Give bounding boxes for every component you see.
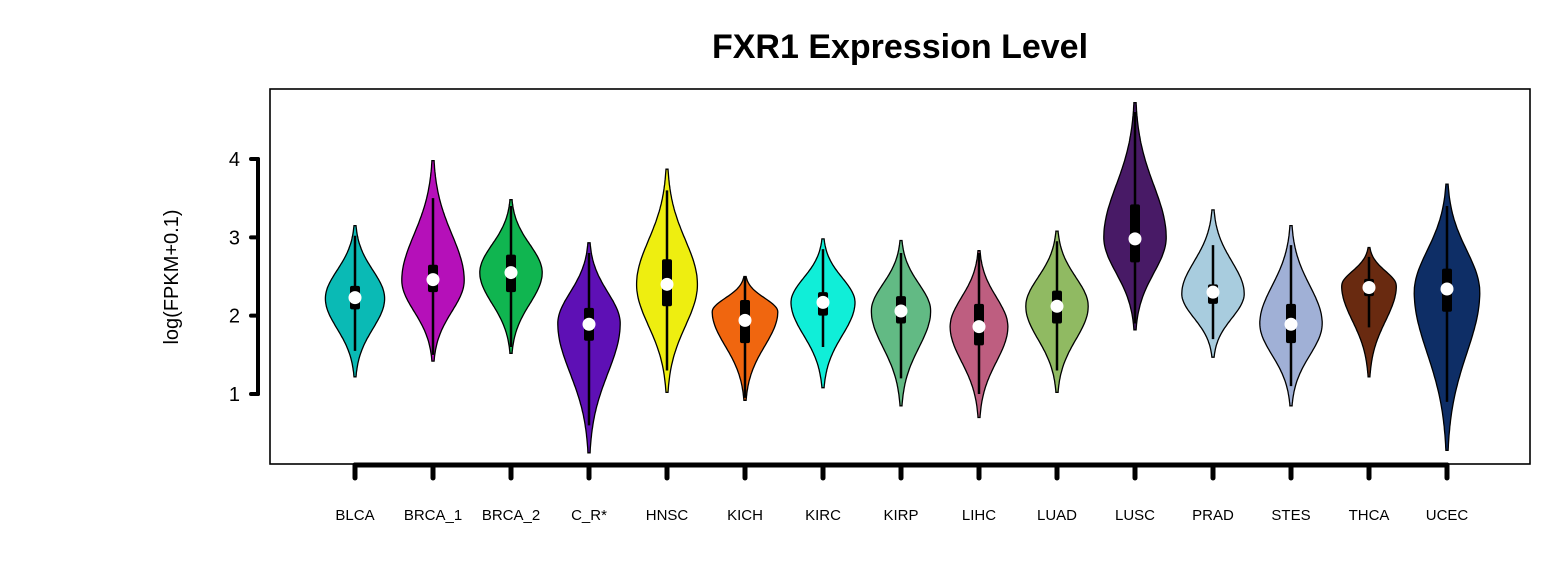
x-tick-label: C_R*: [571, 507, 607, 524]
chart-title: FXR1 Expression Level: [712, 28, 1088, 66]
violin-median-dot: [504, 266, 518, 280]
violin-STES: [1259, 224, 1323, 407]
x-tick-label: PRAD: [1192, 507, 1234, 524]
violin-C_R*: [557, 242, 621, 454]
violin-median-dot: [426, 273, 440, 287]
x-tick-label: KICH: [727, 507, 763, 524]
x-tick-label: KIRP: [883, 507, 918, 524]
y-tick-label: 1: [229, 384, 240, 406]
y-tick-label: 2: [229, 306, 240, 328]
violin-PRAD: [1181, 209, 1245, 358]
x-tick-label: BRCA_1: [404, 507, 462, 524]
x-axis: BLCA BRCA_1 BRCA_2 C_R* HNSC KICH KIRC KIRP LIHC…: [335, 462, 1469, 524]
violin-median-dot: [1440, 282, 1454, 296]
x-tick-label: KIRC: [805, 507, 841, 524]
x-tick-label: LUAD: [1037, 507, 1077, 524]
x-tick-label: THCA: [1349, 507, 1390, 524]
x-tick-label: STES: [1271, 507, 1310, 524]
x-tick-label: LIHC: [962, 507, 996, 524]
violin-KICH: [711, 275, 779, 401]
x-tick-label: UCEC: [1426, 507, 1469, 524]
violin-BRCA_1: [401, 159, 465, 362]
violin-LIHC: [949, 250, 1009, 419]
y-tick-label: 4: [229, 149, 240, 171]
violin-LUSC: [1103, 101, 1167, 331]
violin-median-dot: [738, 313, 752, 327]
violin-median-dot: [1362, 280, 1376, 294]
x-tick-label: HNSC: [646, 507, 689, 524]
violin-median-dot: [972, 320, 986, 334]
violin-median-dot: [894, 304, 908, 318]
y-axis: 1 2 3 4: [229, 149, 260, 406]
violin-BRCA_2: [479, 199, 543, 354]
violin-median-dot: [348, 291, 362, 305]
violins-layer: [324, 101, 1481, 454]
violin-median-dot: [1206, 285, 1220, 299]
violin-median-dot: [660, 277, 674, 291]
violin-UCEC: [1413, 183, 1481, 452]
y-tick-label: 3: [229, 227, 240, 249]
violin-KIRP: [870, 239, 932, 407]
violin-median-dot: [816, 295, 830, 309]
violin-median-dot: [582, 317, 596, 331]
violin-median-dot: [1050, 299, 1064, 313]
violin-LUAD: [1025, 230, 1089, 394]
violin-median-dot: [1284, 317, 1298, 331]
x-tick-label: LUSC: [1115, 507, 1155, 524]
violin-HNSC: [635, 168, 699, 394]
x-tick-label: BRCA_2: [482, 507, 540, 524]
x-tick-label: BLCA: [335, 507, 374, 524]
y-axis-label: log(FPKM+0.1): [161, 209, 183, 344]
violin-median-dot: [1128, 232, 1142, 246]
violin-BLCA: [324, 224, 386, 378]
violin-KIRC: [790, 238, 856, 389]
violin-THCA: [1341, 246, 1397, 378]
